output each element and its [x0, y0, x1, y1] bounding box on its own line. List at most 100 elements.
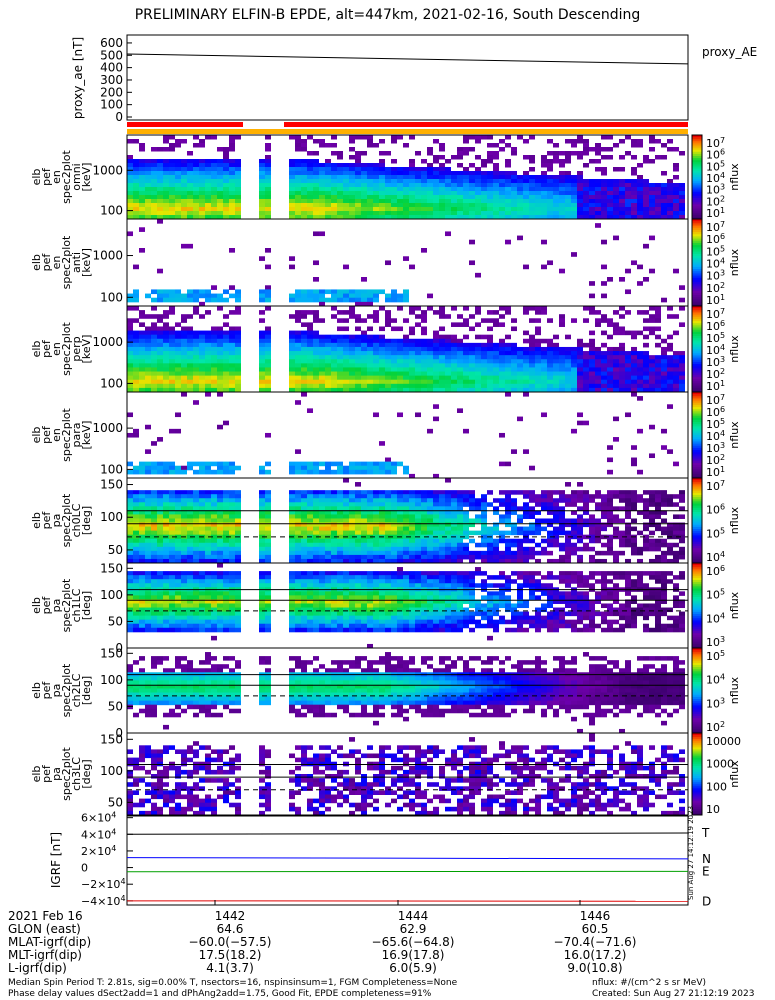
ylabel-elb_pef_en_spec2plot_anti: elb [30, 254, 43, 271]
footer-note-line1: Median Spin Period T: 2.81s, sig=0.00% T… [8, 978, 458, 988]
igrf-ytick: 0 [81, 862, 88, 875]
ylabel-elb_pef_en_spec2plot_perp: [keV] [80, 335, 93, 364]
colorbar-tick: 107 [706, 479, 725, 493]
colorbar-tick: 103 [706, 355, 725, 369]
ylabel-elb_pef_en_spec2plot_perp: spec2plot [60, 322, 73, 376]
ylabel-elb_pef_en_spec2plot_anti: en [50, 256, 63, 270]
igrf-line-T [126, 832, 689, 835]
panel-frame-elb_pef_pa_spec2plot_ch3LC [126, 732, 689, 816]
colorbar-tick: 102 [706, 367, 725, 381]
ylabel-elb_pef_pa_spec2plot_ch1LC: [deg] [80, 591, 93, 620]
colorbar-tick: 106 [706, 319, 725, 333]
ylabel-elb_pef_en_spec2plot_perp: pef [40, 339, 53, 358]
ylabel-elb_pef_en_spec2plot_perp: en [50, 342, 63, 356]
ylabel-elb_pef_en_spec2plot_para: elb [30, 427, 43, 444]
proxy-ae-ytick: 500 [100, 48, 123, 62]
colorbar-tick: 107 [706, 393, 725, 407]
footer-label-glon: GLON (east) [8, 922, 81, 936]
ylabel-elb_pef_en_spec2plot_para: pef [40, 425, 53, 444]
spectrogram-elb_pef_en_spec2plot_anti [127, 219, 702, 307]
ytick-elb_pef_en_spec2plot_perp: 100 [100, 376, 123, 390]
status-bar-red-1 [127, 122, 243, 127]
colorbar-tick: 103 [706, 269, 725, 283]
ylabel-elb_pef_pa_spec2plot_ch3LC: pa [50, 767, 63, 781]
footer-label-mlt: MLT-igrf(dip) [8, 948, 82, 962]
colorbar-tick: 107 [706, 307, 725, 321]
colorbar-tick: 106 [706, 405, 725, 419]
ylabel-elb_pef_pa_spec2plot_ch1LC: spec2plot [60, 578, 73, 632]
ylabel-elb_pef_pa_spec2plot_ch0LC: pef [40, 511, 53, 530]
colorbar-unit: nflux [728, 163, 741, 191]
status-bar-orange [127, 129, 688, 134]
ylabel-elb_pef_pa_spec2plot_ch0LC: ch0LC [70, 503, 83, 537]
colorbar-unit: nflux [728, 421, 741, 449]
colorbar-tick: 105 [706, 244, 725, 258]
ytick-elb_pef_en_spec2plot_para: 100 [100, 462, 123, 476]
igrf-legend-E: E [702, 864, 710, 878]
colorbar-tick: 104 [706, 611, 725, 625]
footer-mlat-3: −70.4(−71.6) [553, 935, 637, 949]
colorbar-tick: 101 [706, 379, 725, 393]
spectrogram-elb_pef_pa_spec2plot_ch0LC [127, 478, 702, 564]
ylabel-elb_pef_en_spec2plot_anti: pef [40, 253, 53, 272]
colorbar-tick: 104 [706, 171, 725, 185]
colorbar-unit: nflux [728, 676, 741, 704]
igrf-frame [126, 815, 689, 906]
ytick-elb_pef_pa_spec2plot_ch1LC: 0 [115, 641, 123, 655]
ytick-elb_pef_pa_spec2plot_ch3LC: 100 [100, 764, 123, 778]
ylabel-elb_pef_pa_spec2plot_ch0LC: elb [30, 512, 43, 529]
colorbar-tick: 100 [706, 780, 727, 793]
colorbar-tick: 10 [706, 803, 720, 816]
proxy-ae-frame [126, 34, 689, 121]
ytick-elb_pef_en_spec2plot_para: 1000 [92, 421, 123, 435]
footer-note-line2: Phase delay values dSect2add=1 and dPhAn… [8, 989, 432, 999]
proxy-ae-ytick: 100 [100, 98, 123, 112]
ylabel-elb_pef_en_spec2plot_para: [keV] [80, 421, 93, 450]
ylabel-elb_pef_pa_spec2plot_ch1LC: pef [40, 596, 53, 615]
ytick-elb_pef_en_spec2plot_perp: 1000 [92, 335, 123, 349]
ylabel-elb_pef_en_spec2plot_omni: omni [70, 163, 83, 190]
ytick-elb_pef_pa_spec2plot_ch0LC: 150 [100, 478, 123, 492]
ylabel-elb_pef_pa_spec2plot_ch0LC: pa [50, 514, 63, 528]
footer-mlt-3: 16.0(17.2) [563, 948, 627, 962]
colorbar-tick: 105 [706, 526, 725, 540]
colorbar-tick: 101 [706, 206, 725, 220]
igrf-legend-T: T [701, 826, 710, 840]
footer-mlat-1: −60.0(−57.5) [188, 935, 272, 949]
colorbar-tick: 104 [706, 673, 725, 687]
colorbar-tick: 103 [706, 441, 725, 455]
colorbar-tick: 103 [706, 696, 725, 710]
colorbar-tick: 102 [706, 194, 725, 208]
igrf-ytick: −4×104 [81, 894, 126, 908]
proxy-ae-line [126, 53, 689, 65]
colorbar-tick: 105 [706, 649, 725, 663]
colorbar-unit: nflux [728, 591, 741, 619]
footer-l-1: 4.1(3.7) [206, 961, 254, 975]
colorbar-tick: 104 [706, 343, 725, 357]
colorbar-tick: 106 [706, 148, 725, 162]
ylabel-elb_pef_pa_spec2plot_ch3LC: [deg] [80, 759, 93, 788]
footer-mlt-2: 16.9(17.8) [381, 948, 445, 962]
ytick-elb_pef_pa_spec2plot_ch3LC: 50 [108, 795, 123, 809]
colorbar-tick: 1000 [706, 758, 734, 771]
colorbar-tick: 104 [706, 550, 725, 564]
footer-label-l: L-igrf(dip) [8, 961, 67, 975]
proxy-ae-ylabel: proxy_ae [nT] [71, 37, 85, 119]
igrf-ytick: 4×104 [81, 827, 116, 841]
proxy-ae-ytick: 600 [100, 36, 123, 50]
colorbar-tick: 104 [706, 429, 725, 443]
spectrogram-elb_pef_pa_spec2plot_ch1LC [127, 563, 702, 649]
igrf-legend-N: N [702, 852, 711, 866]
chart-title: PRELIMINARY ELFIN-B EPDE, alt=447km, 202… [134, 7, 641, 23]
igrf-ytick: 2×104 [81, 844, 116, 858]
colorbar-unit: nflux [728, 506, 741, 534]
spectrogram-elb_pef_en_spec2plot_perp [127, 306, 702, 393]
colorbar-tick: 105 [706, 331, 725, 345]
footer-label-mlat: MLAT-igrf(dip) [8, 935, 92, 949]
ytick-elb_pef_pa_spec2plot_ch1LC: 50 [108, 614, 123, 628]
ylabel-elb_pef_pa_spec2plot_ch1LC: ch1LC [70, 588, 83, 622]
footer-time-1444: 1444 [397, 909, 429, 923]
colorbar-unit: nflux [728, 335, 741, 363]
ytick-elb_pef_pa_spec2plot_ch1LC: 150 [100, 561, 123, 575]
